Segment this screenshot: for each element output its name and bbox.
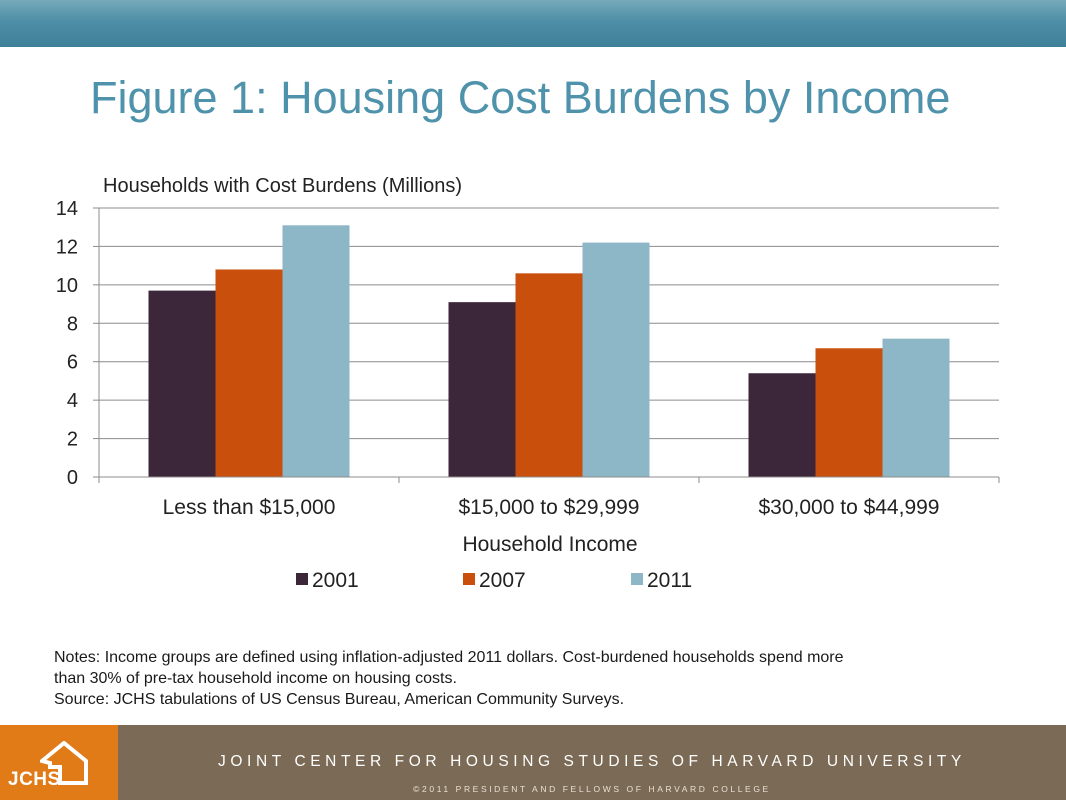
bar-2007-2 xyxy=(815,348,883,477)
notes-line-1: Notes: Income groups are defined using i… xyxy=(54,649,844,666)
legend-swatch-2011 xyxy=(631,573,643,585)
y-tick-label: 8 xyxy=(67,313,78,335)
jchs-logo: JCHS xyxy=(0,725,118,800)
header-band xyxy=(0,0,1066,47)
y-tick-label: 2 xyxy=(67,429,78,451)
footer-band: JOINT CENTER FOR HOUSING STUDIES OF HARV… xyxy=(118,725,1066,800)
bar-2011-1 xyxy=(582,242,650,477)
y-axis-label: Households with Cost Burdens (Millions) xyxy=(103,175,462,197)
bar-2007-1 xyxy=(515,273,583,477)
legend-label: 2001 xyxy=(312,569,359,592)
footer-org-name: JOINT CENTER FOR HOUSING STUDIES OF HARV… xyxy=(218,753,966,770)
legend-swatch-2007 xyxy=(463,573,475,585)
bar-2011-0 xyxy=(282,225,350,477)
bar-2011-2 xyxy=(882,338,950,477)
x-axis-label: Household Income xyxy=(462,533,637,556)
source-line: Source: JCHS tabulations of US Census Bu… xyxy=(54,691,625,708)
slide-title: Figure 1: Housing Cost Burdens by Income xyxy=(90,72,951,123)
footer-copyright: ©2011 PRESIDENT AND FELLOWS OF HARVARD C… xyxy=(413,784,771,794)
notes-line-2: than 30% of pre-tax household income on … xyxy=(54,670,457,687)
x-tick-label: $15,000 to $29,999 xyxy=(458,496,639,519)
bar-chart: 0 2 4 6 8 10 12 14 Households with Cost Burdens … xyxy=(56,175,1000,592)
bar-2001-0 xyxy=(148,290,216,477)
bar-2007-0 xyxy=(215,269,283,477)
house-icon xyxy=(40,741,88,785)
y-tick-label: 10 xyxy=(56,275,78,297)
y-tick-label: 14 xyxy=(56,198,78,220)
bar-2001-2 xyxy=(748,373,816,477)
x-tick-label: $30,000 to $44,999 xyxy=(758,496,939,519)
chart-notes: Notes: Income groups are defined using i… xyxy=(54,647,1014,710)
logo-text: JCHS xyxy=(8,769,61,790)
legend-label: 2011 xyxy=(647,569,692,592)
y-tick-label: 6 xyxy=(67,352,78,374)
y-tick-label: 4 xyxy=(67,390,78,412)
y-tick-label: 0 xyxy=(67,467,78,489)
y-tick-label: 12 xyxy=(56,236,78,258)
x-tick-label: Less than $15,000 xyxy=(163,496,336,519)
legend-label: 2007 xyxy=(479,569,526,592)
legend-swatch-2001 xyxy=(296,573,308,585)
bar-2001-1 xyxy=(448,302,516,477)
